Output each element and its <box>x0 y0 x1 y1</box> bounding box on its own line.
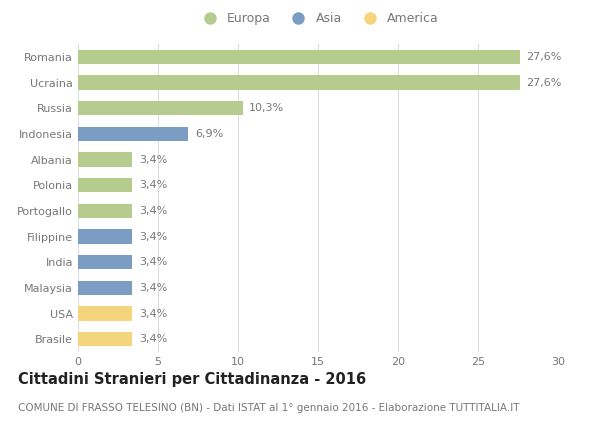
Bar <box>78 332 133 346</box>
Text: COMUNE DI FRASSO TELESINO (BN) - Dati ISTAT al 1° gennaio 2016 - Elaborazione TU: COMUNE DI FRASSO TELESINO (BN) - Dati IS… <box>18 403 520 413</box>
Legend: Europa, Asia, America: Europa, Asia, America <box>192 7 444 30</box>
Text: 3,4%: 3,4% <box>139 206 167 216</box>
Text: 3,4%: 3,4% <box>139 308 167 319</box>
Text: Cittadini Stranieri per Cittadinanza - 2016: Cittadini Stranieri per Cittadinanza - 2… <box>18 372 366 387</box>
Bar <box>78 127 188 141</box>
Bar <box>78 229 133 244</box>
Bar <box>78 204 133 218</box>
Text: 27,6%: 27,6% <box>526 77 562 88</box>
Text: 3,4%: 3,4% <box>139 283 167 293</box>
Text: 3,4%: 3,4% <box>139 180 167 190</box>
Bar <box>78 50 520 64</box>
Bar <box>78 178 133 192</box>
Bar <box>78 255 133 269</box>
Text: 3,4%: 3,4% <box>139 257 167 267</box>
Text: 3,4%: 3,4% <box>139 154 167 165</box>
Text: 10,3%: 10,3% <box>249 103 284 113</box>
Bar <box>78 75 520 90</box>
Bar <box>78 101 243 115</box>
Bar <box>78 281 133 295</box>
Bar <box>78 152 133 167</box>
Text: 3,4%: 3,4% <box>139 334 167 344</box>
Bar <box>78 306 133 321</box>
Text: 3,4%: 3,4% <box>139 231 167 242</box>
Text: 27,6%: 27,6% <box>526 52 562 62</box>
Text: 6,9%: 6,9% <box>195 129 223 139</box>
